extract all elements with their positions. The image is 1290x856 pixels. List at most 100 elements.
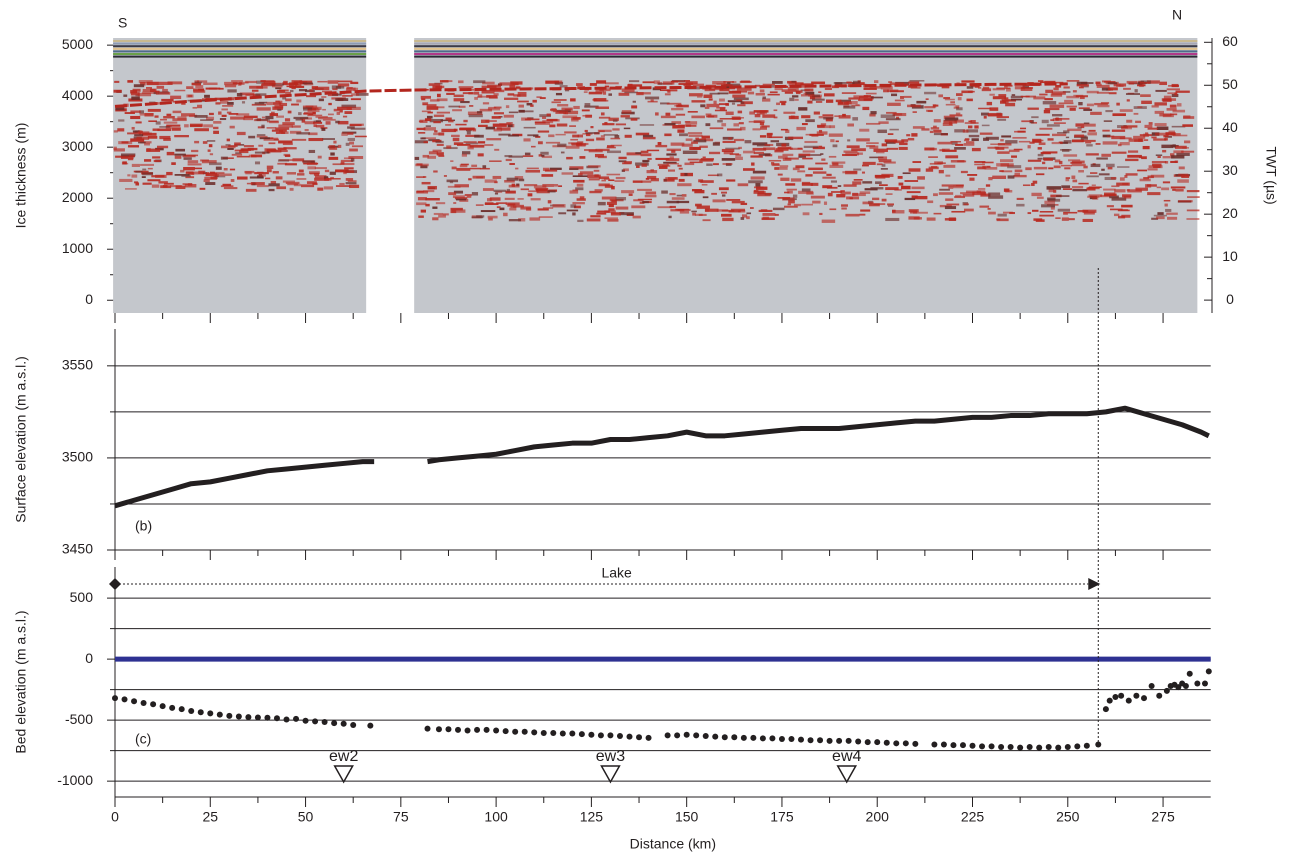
radar-speckle: [1061, 217, 1069, 221]
radar-speckle: [261, 124, 265, 128]
radar-speckle: [600, 135, 605, 138]
radar-speckle: [573, 105, 580, 110]
radar-speckle: [131, 174, 138, 178]
radar-speckle: [1044, 200, 1056, 205]
radar-speckle: [749, 207, 754, 209]
radar-speckle: [1005, 189, 1013, 193]
radar-speckle: [139, 110, 145, 114]
radar-speckle: [351, 145, 364, 148]
radar-speckle: [881, 143, 888, 147]
radar-speckle: [239, 83, 245, 85]
radar-speckle: [779, 165, 789, 168]
radar-speckle: [228, 113, 239, 115]
radar-speckle: [298, 169, 304, 173]
y-tick-label: 3500: [62, 449, 93, 465]
radar-speckle: [751, 162, 755, 166]
radar-speckle: [281, 131, 289, 134]
radar-speckle: [1117, 209, 1130, 212]
x-tick-label: 275: [1151, 809, 1175, 825]
radar-speckle: [422, 103, 427, 106]
radar-speckle: [862, 164, 869, 167]
radar-speckle: [998, 94, 1007, 97]
radar-speckle: [794, 98, 799, 101]
radar-speckle: [942, 122, 953, 127]
radar-speckle: [489, 197, 501, 201]
radar-speckle: [275, 127, 290, 130]
radar-speckle: [1118, 215, 1126, 219]
radar-speckle: [627, 84, 643, 87]
radar-speckle: [669, 205, 676, 209]
radar-speckle: [236, 131, 246, 136]
radar-speckle: [898, 146, 908, 150]
radar-speckle: [335, 120, 340, 124]
radar-speckle: [299, 80, 313, 85]
radar-speckle: [645, 191, 657, 195]
radar-speckle: [897, 175, 903, 179]
radar-speckle: [772, 163, 780, 166]
radar-speckle: [746, 212, 752, 215]
radar-speckle: [1147, 192, 1161, 196]
radar-speckle: [695, 138, 706, 141]
radar-speckle: [275, 131, 286, 134]
radar-speckle: [979, 132, 993, 135]
radar-speckle: [728, 137, 732, 140]
radar-speckle: [908, 81, 920, 84]
radar-speckle: [726, 128, 742, 131]
y-axis-label: Bed elevation (m a.s.l.): [13, 610, 29, 753]
radar-speckle: [1081, 139, 1096, 142]
radar-speckle: [135, 170, 143, 173]
radar-speckle: [604, 85, 610, 88]
radar-speckle: [988, 195, 1004, 199]
radar-speckle: [757, 191, 766, 195]
radar-speckle: [692, 212, 696, 216]
radar-speckle: [944, 98, 955, 101]
radar-speckle: [1152, 163, 1162, 167]
radar-speckle: [159, 126, 170, 128]
radar-speckle: [505, 202, 520, 206]
radar-speckle: [1082, 218, 1094, 222]
bed-point: [178, 706, 185, 713]
radar-speckle: [433, 114, 445, 117]
radar-speckle: [718, 187, 729, 191]
radar-speckle: [594, 174, 599, 177]
radar-speckle: [226, 111, 232, 114]
radar-speckle: [1072, 179, 1078, 183]
radar-speckle: [286, 172, 297, 175]
radar-speckle: [628, 80, 640, 83]
radar-speckle: [1001, 99, 1017, 102]
radar-speckle: [1013, 174, 1027, 178]
radar-speckle: [289, 85, 305, 88]
radar-speckle: [293, 116, 309, 120]
radar-speckle: [677, 183, 692, 187]
radar-speckle: [703, 94, 713, 99]
radar-speckle: [764, 143, 774, 146]
radar-speckle: [261, 82, 276, 86]
radar-speckle: [570, 98, 576, 102]
radar-speckle: [573, 117, 581, 120]
radar-speckle: [1184, 140, 1191, 144]
radar-speckle: [473, 80, 486, 84]
radar-speckle: [1175, 189, 1184, 192]
radar-speckle: [251, 103, 267, 106]
radar-band: [113, 45, 367, 48]
radar-speckle: [677, 164, 682, 167]
radar-speckle: [639, 124, 655, 126]
radar-speckle: [537, 208, 549, 211]
radar-speckle: [945, 117, 959, 121]
radar-speckle: [422, 176, 427, 178]
radar-speckle: [737, 183, 749, 187]
radar-speckle: [884, 139, 898, 143]
radar-speckle: [869, 156, 884, 159]
radar-speckle: [737, 104, 746, 107]
radar-speckle: [819, 212, 823, 216]
radar-speckle: [185, 171, 194, 174]
radar-speckle: [1151, 105, 1159, 108]
radar-speckle: [1182, 124, 1193, 127]
radar-speckle: [780, 177, 790, 181]
radar-speckle: [727, 81, 731, 84]
radar-speckle: [266, 127, 277, 129]
radar-speckle: [469, 167, 481, 170]
radar-speckle: [517, 94, 527, 97]
radar-speckle: [547, 190, 556, 193]
radar-speckle: [1063, 154, 1078, 157]
